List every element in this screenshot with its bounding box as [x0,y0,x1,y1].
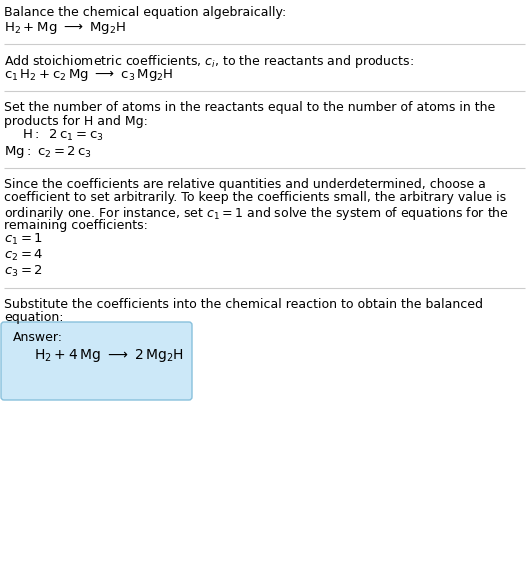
Text: coefficient to set arbitrarily. To keep the coefficients small, the arbitrary va: coefficient to set arbitrarily. To keep … [4,192,506,205]
Text: Add stoichiometric coefficients, $c_i$, to the reactants and products:: Add stoichiometric coefficients, $c_i$, … [4,53,414,70]
Text: $c_3 = 2$: $c_3 = 2$ [4,264,43,279]
Text: Since the coefficients are relative quantities and underdetermined, choose a: Since the coefficients are relative quan… [4,178,486,191]
Text: equation:: equation: [4,311,63,324]
Text: $\mathrm{Mg:\; c_2 = 2\,c_3}$: $\mathrm{Mg:\; c_2 = 2\,c_3}$ [4,144,92,160]
Text: $\mathrm{H_2 + 4\,Mg \ \longrightarrow \ 2\,Mg_2H}$: $\mathrm{H_2 + 4\,Mg \ \longrightarrow \… [34,347,184,364]
Text: remaining coefficients:: remaining coefficients: [4,218,148,231]
Text: $\mathrm{H:\;\; 2\,c_1 = c_3}$: $\mathrm{H:\;\; 2\,c_1 = c_3}$ [22,128,104,143]
Text: $\mathrm{H_2 + Mg \ \longrightarrow \ Mg_2H}$: $\mathrm{H_2 + Mg \ \longrightarrow \ Mg… [4,19,126,36]
Text: $\mathrm{c_1\,H_2 + c_2\,Mg \ \longrightarrow \ c_3\,Mg_2H}$: $\mathrm{c_1\,H_2 + c_2\,Mg \ \longright… [4,67,174,83]
Text: products for H and Mg:: products for H and Mg: [4,115,148,128]
FancyBboxPatch shape [1,322,192,400]
Text: ordinarily one. For instance, set $c_1 = 1$ and solve the system of equations fo: ordinarily one. For instance, set $c_1 =… [4,205,509,222]
Text: $c_2 = 4$: $c_2 = 4$ [4,248,43,263]
Text: Substitute the coefficients into the chemical reaction to obtain the balanced: Substitute the coefficients into the che… [4,298,483,311]
Text: $c_1 = 1$: $c_1 = 1$ [4,232,43,247]
Text: Balance the chemical equation algebraically:: Balance the chemical equation algebraica… [4,6,286,19]
Text: Set the number of atoms in the reactants equal to the number of atoms in the: Set the number of atoms in the reactants… [4,101,495,114]
Text: Answer:: Answer: [13,331,63,344]
